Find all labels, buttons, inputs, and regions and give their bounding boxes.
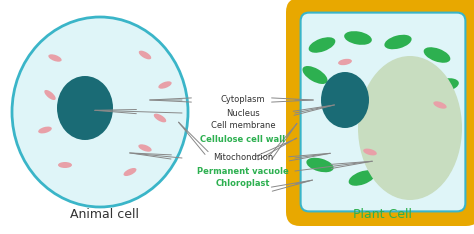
Ellipse shape — [124, 168, 137, 176]
Ellipse shape — [344, 31, 372, 45]
Text: Cytoplasm: Cytoplasm — [221, 95, 265, 105]
Ellipse shape — [302, 66, 328, 84]
Ellipse shape — [433, 101, 447, 109]
Ellipse shape — [309, 37, 335, 53]
Text: Nucleus: Nucleus — [226, 109, 260, 117]
Text: Chloroplast: Chloroplast — [216, 179, 270, 189]
Ellipse shape — [58, 162, 72, 168]
Ellipse shape — [12, 17, 188, 207]
Ellipse shape — [48, 54, 62, 62]
Ellipse shape — [338, 59, 352, 65]
Ellipse shape — [154, 114, 166, 122]
Ellipse shape — [158, 81, 172, 89]
Ellipse shape — [57, 76, 113, 140]
Ellipse shape — [421, 165, 449, 179]
Ellipse shape — [321, 72, 369, 128]
Ellipse shape — [139, 51, 151, 59]
Text: Cell membrane: Cell membrane — [210, 121, 275, 131]
FancyBboxPatch shape — [301, 13, 465, 211]
Ellipse shape — [435, 122, 461, 138]
Text: Mitochondrion: Mitochondrion — [213, 154, 273, 162]
Ellipse shape — [424, 47, 450, 63]
Ellipse shape — [363, 149, 377, 155]
Text: Animal cell: Animal cell — [71, 208, 139, 222]
Ellipse shape — [384, 35, 411, 49]
Ellipse shape — [44, 90, 56, 100]
Text: Permanent vacuole: Permanent vacuole — [197, 167, 289, 176]
Ellipse shape — [349, 170, 375, 186]
Ellipse shape — [306, 158, 334, 172]
Ellipse shape — [431, 78, 459, 92]
Ellipse shape — [138, 144, 152, 152]
Text: Cellulose cell wall: Cellulose cell wall — [201, 135, 285, 143]
Ellipse shape — [358, 56, 462, 200]
Ellipse shape — [38, 127, 52, 133]
FancyBboxPatch shape — [286, 0, 474, 226]
Text: Plant Cell: Plant Cell — [354, 208, 412, 222]
